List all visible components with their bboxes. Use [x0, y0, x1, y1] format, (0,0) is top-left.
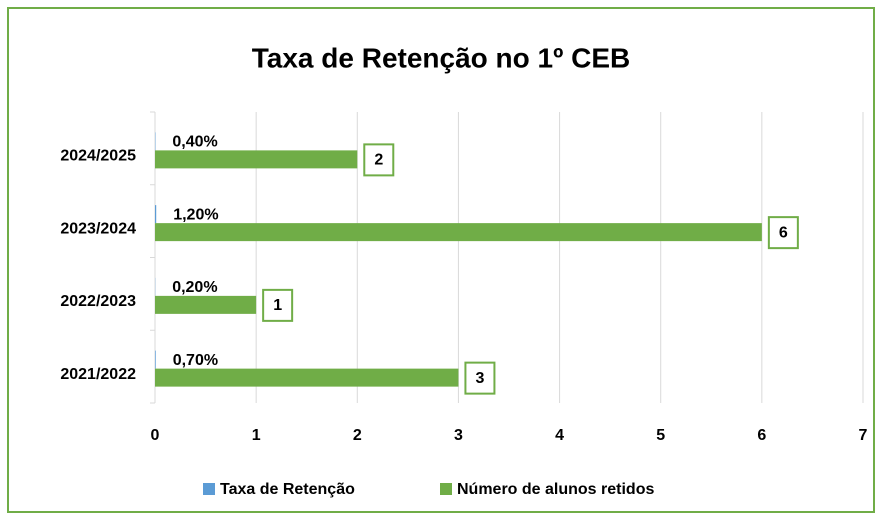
chart-title: Taxa de Retenção no 1º CEB	[252, 42, 630, 73]
x-tick-label: 2	[353, 427, 362, 444]
x-tick-label: 4	[555, 427, 564, 444]
y-tick-label: 2021/2022	[60, 366, 136, 383]
bar	[155, 369, 458, 387]
x-tick-label: 0	[151, 427, 160, 444]
data-label: 0,70%	[173, 352, 218, 369]
data-label: 1	[273, 297, 282, 314]
x-tick-label: 7	[859, 427, 868, 444]
data-label: 0,20%	[172, 279, 217, 296]
bar	[155, 296, 256, 314]
y-tick-label: 2023/2024	[60, 220, 136, 237]
bar	[155, 223, 762, 241]
legend-swatch	[203, 483, 215, 495]
x-tick-label: 6	[757, 427, 766, 444]
x-tick-label: 5	[656, 427, 665, 444]
legend-label: Taxa de Retenção	[220, 481, 355, 498]
x-tick-label: 3	[454, 427, 463, 444]
legend-label: Número de alunos retidos	[457, 481, 654, 498]
data-label: 3	[475, 370, 484, 387]
bar	[155, 351, 156, 369]
data-label: 6	[779, 224, 788, 241]
y-tick-label: 2022/2023	[60, 293, 136, 310]
data-label: 1,20%	[173, 206, 218, 223]
legend-swatch	[440, 483, 452, 495]
data-label: 2	[374, 152, 383, 169]
data-label: 0,40%	[172, 134, 217, 151]
chart-border	[8, 8, 874, 512]
y-tick-label: 2024/2025	[60, 148, 136, 165]
bar	[155, 205, 156, 223]
bar	[155, 150, 357, 168]
x-tick-label: 1	[252, 427, 261, 444]
